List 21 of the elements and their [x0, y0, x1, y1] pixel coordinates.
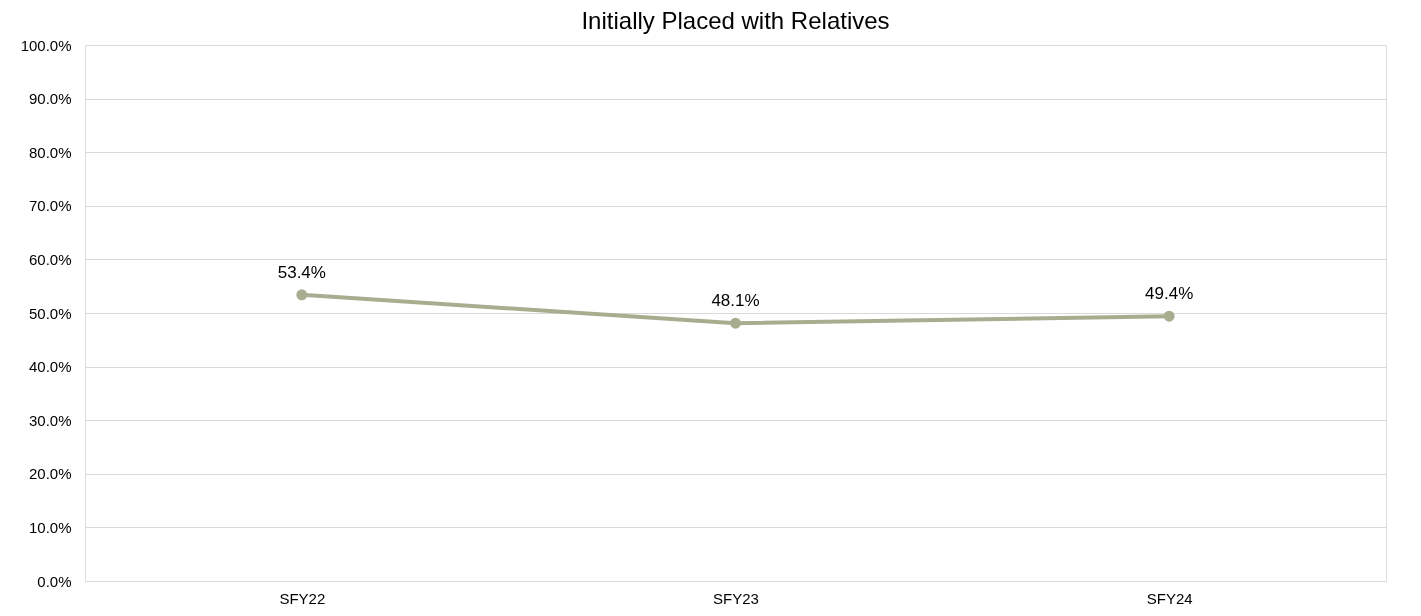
y-tick-label: 90.0%: [28, 90, 72, 108]
y-tick-label: 0.0%: [37, 572, 72, 590]
y-tick-label: 60.0%: [28, 250, 72, 268]
point: [730, 317, 741, 329]
chart-title: Initially Placed with Relatives: [581, 7, 890, 34]
y-tick-label: 70.0%: [28, 197, 72, 215]
x-tick-label: SFY22: [279, 589, 326, 607]
y-tick-label: 30.0%: [28, 411, 72, 429]
y-tick-label: 80.0%: [28, 143, 72, 161]
text: 48.1%: [711, 291, 760, 311]
y-tick-label: 10.0%: [28, 518, 72, 536]
y-tick-label: 40.0%: [28, 358, 72, 376]
y-tick-label: 20.0%: [28, 465, 72, 483]
point: [296, 289, 308, 301]
x-tick-label: SFY24: [1146, 589, 1193, 607]
y-tick-label: 50.0%: [28, 304, 72, 322]
y-tick-label: 100.0%: [20, 36, 72, 54]
x-tick-label: SFY23: [713, 589, 759, 607]
text: 49.4%: [1145, 284, 1194, 304]
text: 53.4%: [277, 262, 326, 282]
point: [1163, 310, 1175, 322]
